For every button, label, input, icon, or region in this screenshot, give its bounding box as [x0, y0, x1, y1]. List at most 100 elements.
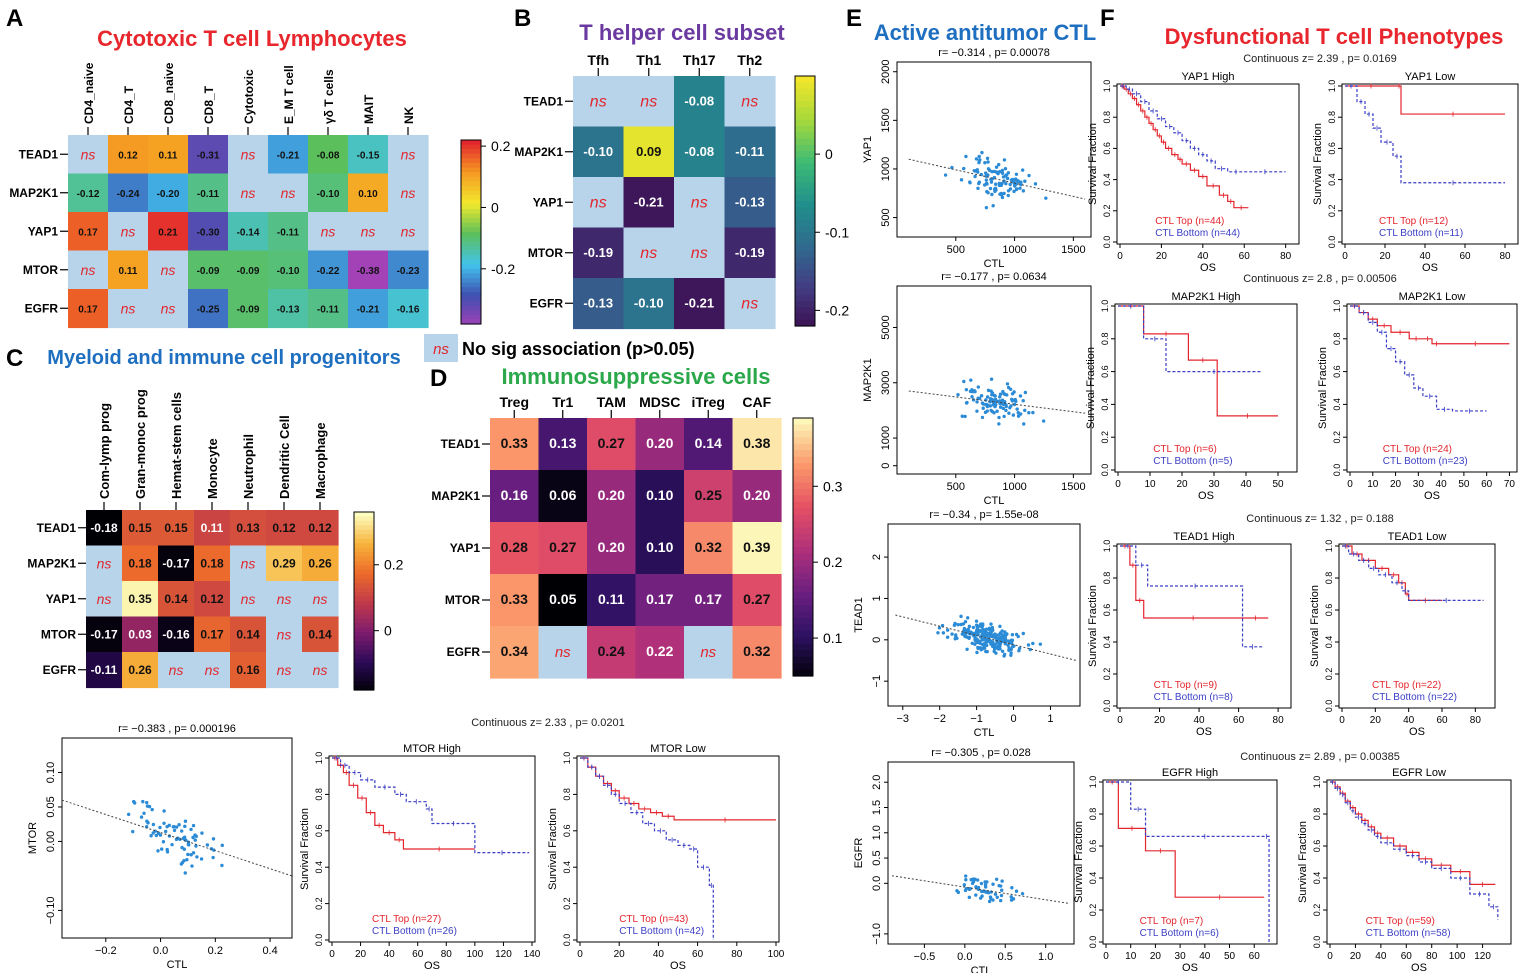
colorbar-frame	[353, 511, 375, 691]
x-tick-label: 40	[653, 949, 665, 960]
colorbar-segment	[354, 672, 374, 678]
y-tick-label: 0.00	[45, 831, 57, 852]
y-tick-label: 0.2	[1102, 668, 1112, 681]
colorbar-segment	[461, 149, 481, 155]
scatter-point	[975, 400, 979, 404]
scatter-point	[952, 623, 957, 627]
km-legend-entry: CTL Bottom (n=58)	[1366, 928, 1451, 939]
heatmap-cell	[122, 581, 159, 618]
title-F: Dysfunctional T cell Phenotypes	[1165, 24, 1504, 49]
y-tick-label: 0.6	[1332, 365, 1342, 378]
y-tick-label: −0.10	[45, 896, 57, 924]
km-legend-entry: CTL Top (n=44)	[1155, 216, 1224, 227]
colorbar-segment	[461, 144, 481, 150]
colorbar-segment	[793, 456, 813, 464]
y-tick-label: 1.0	[1324, 540, 1334, 553]
scatter-point	[992, 187, 997, 191]
colorbar-segment	[795, 238, 815, 246]
x-tick-label: 0.5	[998, 951, 1013, 963]
cell-label-ns: ns	[741, 93, 758, 110]
colorbar-segment	[354, 614, 374, 620]
scatter-point	[977, 396, 982, 400]
heatmap-cell	[148, 135, 189, 175]
col-label: TAM	[597, 394, 626, 410]
y-tick-label: 1.0	[314, 752, 324, 765]
y-tick-label: 2	[871, 554, 883, 560]
scatter-point	[1004, 404, 1008, 409]
cell-label: 0.10	[646, 487, 673, 503]
colorbar-segment	[461, 245, 481, 251]
scatter-point	[965, 647, 969, 651]
y-tick-label: 0.4	[1312, 872, 1322, 885]
km-curve-top	[1350, 305, 1510, 345]
y-tick-label: 0.6	[1324, 604, 1334, 617]
y-tick-label: 1000	[880, 157, 892, 181]
scatter-point	[985, 189, 989, 194]
y-tick-label: 2.0	[871, 775, 883, 790]
km-curve-top	[332, 757, 475, 850]
colorbar-tick-label: 0.2	[491, 138, 511, 154]
y-axis-label: MAP2K1	[862, 358, 874, 401]
km-legend-entry: CTL Bottom (n=23)	[1383, 456, 1468, 467]
x-tick-label: 10	[1144, 479, 1156, 490]
heatmap-cell	[348, 135, 389, 175]
km-legend-entry: CTL Top (n=12)	[1379, 216, 1448, 227]
scatter-point	[189, 827, 193, 832]
cell-label: 0.11	[119, 266, 138, 277]
y-tick-label: 0.4	[1100, 398, 1110, 411]
scatter-point	[186, 852, 190, 857]
cell-label: -0.18	[90, 521, 118, 535]
scatter-point	[986, 633, 991, 637]
cell-label: 0.20	[598, 487, 625, 503]
x-tick-label: 60	[1249, 951, 1261, 962]
scatter-point	[984, 627, 989, 631]
scatter-point	[974, 893, 978, 897]
colorbar-segment	[795, 182, 815, 190]
km-KM_EGFR_Low: EGFR Low 0 20 40 60 80 100 120 0.0 0.2 0.4 0.6 0.8 1.…	[1297, 767, 1512, 973]
heatmap-cell	[538, 522, 588, 575]
y-axis-label: Survival Fraction	[1297, 821, 1309, 903]
scatter-point	[1044, 196, 1048, 200]
y-tick-label: 0.5	[871, 850, 883, 865]
km-curve-top	[580, 757, 776, 821]
cell-label: 0.34	[501, 643, 528, 659]
scatter-point	[986, 388, 991, 393]
cell-label: 0.11	[598, 591, 625, 607]
x-tick-label: 1	[1047, 713, 1053, 725]
scatter-point	[1000, 195, 1005, 200]
scatter-point	[976, 385, 981, 389]
scatter-point	[981, 406, 985, 410]
heatmap-cell	[158, 545, 195, 582]
scatter-point	[997, 422, 1001, 426]
scatter-point	[209, 847, 214, 851]
scatter-point	[959, 614, 963, 619]
km-curve-bottom	[1120, 85, 1286, 173]
scatter-point	[1004, 632, 1008, 637]
scatter-point	[997, 415, 1001, 420]
scatter-point	[950, 165, 954, 170]
scatter-point	[211, 855, 215, 860]
cell-label: -0.38	[357, 266, 380, 277]
y-tick-label: 0.0	[314, 934, 324, 947]
cell-label: 0.28	[501, 539, 528, 555]
colorbar-tick-label: 0.2	[384, 557, 404, 573]
cell-label-ns: ns	[691, 194, 708, 211]
scatter-C_MTOR: r= −0.383 , p= 0.000196 −0.2 0.0 0.2 0.4 −0.1…	[27, 723, 293, 971]
x-tick-label: 100	[1449, 951, 1466, 962]
cell-label-ns: ns	[241, 555, 256, 571]
col-label: Treg	[499, 394, 529, 410]
scatter-point	[978, 639, 982, 643]
x-tick-label: 20	[1390, 479, 1402, 490]
x-tick-label: 100	[768, 949, 785, 960]
scatter-point	[987, 899, 992, 904]
heatmap-cell	[587, 470, 637, 523]
title-A: Cytotoxic T cell Lymphocytes	[97, 26, 407, 51]
scatter-point	[177, 823, 181, 827]
colorbar-segment	[354, 578, 374, 584]
scatter-title: r= −0.305 , p= 0.028	[931, 747, 1030, 759]
row-label: YAP1	[28, 224, 59, 238]
km-KM_MAP2K1_High: MAP2K1 High 0 10 20 30 40 50 0.0 0.2 0.4 0.6 0.8 1.0…	[1085, 291, 1298, 502]
cell-label: -0.22	[317, 266, 340, 277]
scatter-point	[973, 642, 977, 646]
